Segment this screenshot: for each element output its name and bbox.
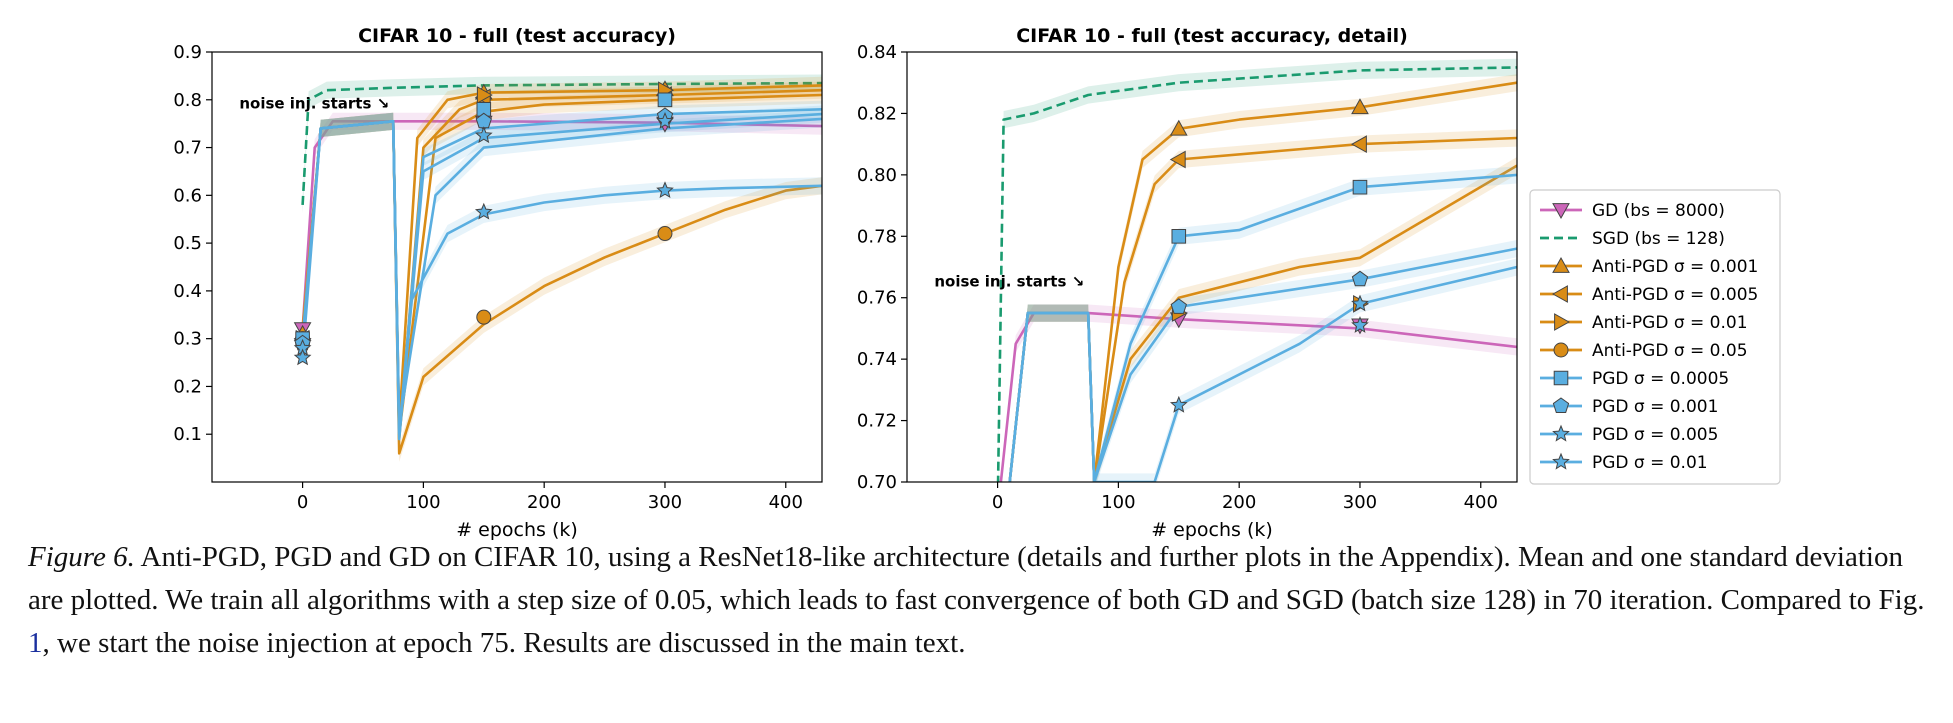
data-point-marker — [1352, 179, 1368, 195]
legend-label: GD (bs = 8000) — [1592, 201, 1725, 221]
data-point-marker — [1350, 135, 1367, 153]
data-point-marker — [1169, 395, 1188, 413]
y-tick-label: 0.6 — [173, 185, 202, 206]
y-tick-label: 0.2 — [173, 376, 202, 397]
series-line — [996, 66, 1517, 482]
series-band — [302, 112, 822, 462]
series-band — [1009, 166, 1517, 482]
caption-text-1: Anti-PGD, PGD and GD on CIFAR 10, using … — [28, 541, 1925, 616]
data-point-marker — [474, 126, 493, 144]
legend-label: Anti-PGD σ = 0.01 — [1592, 313, 1748, 333]
series-line — [301, 120, 822, 330]
legend-marker — [1552, 452, 1570, 470]
annotation-noise-injection: noise inj. starts ↘ — [239, 95, 389, 113]
data-point-marker — [476, 309, 492, 325]
axes-frame — [906, 51, 1518, 483]
y-tick-label: 0.72 — [857, 411, 897, 432]
x-tick-label: 300 — [1343, 492, 1377, 513]
legend-box — [1529, 189, 1781, 485]
legend-label: PGD σ = 0.01 — [1592, 453, 1708, 473]
x-tick-label: 400 — [1464, 492, 1498, 513]
series-line — [1008, 265, 1517, 482]
series-band — [997, 58, 1517, 482]
legend-marker — [1553, 342, 1569, 358]
x-tick-label: 200 — [1222, 492, 1256, 513]
data-point-marker — [1169, 119, 1188, 136]
x-tick-label: 0 — [297, 492, 308, 513]
data-point-marker — [1351, 316, 1369, 333]
legend-marker — [1553, 370, 1569, 386]
legend-marker — [1551, 285, 1568, 303]
series-line — [301, 120, 822, 436]
y-tick-label: 0.76 — [857, 288, 897, 309]
y-tick-label: 0.5 — [173, 233, 202, 254]
data-point-marker — [1351, 98, 1369, 115]
x-tick-label: 300 — [648, 492, 682, 513]
data-point-marker — [476, 102, 492, 117]
x-tick-label: 100 — [406, 492, 440, 513]
y-tick-label: 0.74 — [857, 349, 897, 370]
data-point-marker — [293, 348, 312, 366]
series-band — [1009, 240, 1517, 482]
annotation-noise-injection: noise inj. starts ↘ — [934, 272, 1084, 290]
legend-marker — [1554, 313, 1571, 331]
chart-title: CIFAR 10 - full (test accuracy, detail) — [1016, 25, 1408, 47]
x-axis-label: # epochs (k) — [456, 519, 578, 540]
series-band — [302, 86, 822, 443]
series-band — [1009, 157, 1517, 482]
y-tick-label: 0.70 — [857, 472, 897, 493]
legend-label: SGD (bs = 128) — [1592, 229, 1725, 249]
figure: 0 100 200 300 400 0.1 0.2 0.3 0.4 0.5 0.6 0.7 0.8 0.9… — [173, 25, 1781, 540]
series-line — [301, 120, 822, 455]
data-point-marker — [656, 111, 674, 129]
data-point-marker — [657, 92, 673, 108]
x-tick-label: 200 — [527, 492, 561, 513]
data-point-marker — [1170, 298, 1187, 314]
y-tick-label: 0.84 — [857, 42, 897, 63]
data-point-marker — [476, 86, 493, 104]
legend-label: PGD σ = 0.0005 — [1592, 369, 1729, 389]
legend-label: PGD σ = 0.005 — [1592, 425, 1718, 445]
caption-text-2: , we start the noise injection at epoch … — [42, 627, 966, 659]
x-tick-label: 400 — [769, 492, 803, 513]
data-point-marker — [656, 181, 674, 199]
y-tick-label: 0.80 — [857, 165, 897, 186]
legend-marker — [1552, 397, 1570, 413]
chart-title: CIFAR 10 - full (test accuracy) — [358, 25, 676, 47]
axes-frame — [211, 51, 823, 483]
y-tick-label: 0.9 — [173, 42, 202, 63]
series-band — [302, 112, 822, 443]
plot-area-1 — [301, 74, 822, 462]
series-band — [1009, 258, 1517, 482]
y-tick-label: 0.1 — [173, 424, 202, 445]
legend-label: Anti-PGD σ = 0.05 — [1592, 341, 1748, 361]
series-band — [302, 74, 822, 214]
series-band — [302, 81, 822, 448]
data-point-marker — [657, 226, 673, 242]
legend-label: Anti-PGD σ = 0.001 — [1592, 257, 1758, 277]
caption-label: Figure 6. — [28, 541, 135, 573]
legend-marker — [1552, 424, 1570, 442]
data-point-marker — [1171, 228, 1187, 244]
x-tick-label: 100 — [1101, 492, 1135, 513]
plot-area-2 — [996, 58, 1517, 482]
data-point-marker — [1169, 150, 1186, 169]
y-tick-label: 0.7 — [173, 138, 202, 159]
y-tick-label: 0.3 — [173, 329, 202, 350]
x-axis-label: # epochs (k) — [1151, 519, 1273, 540]
y-tick-label: 0.4 — [173, 281, 202, 302]
legend-label: PGD σ = 0.001 — [1592, 397, 1718, 417]
y-tick-label: 0.82 — [857, 103, 897, 124]
legend-marker — [1552, 256, 1570, 273]
data-point-marker — [1351, 294, 1369, 312]
y-tick-label: 0.78 — [857, 226, 897, 247]
legend-marker — [1552, 203, 1570, 220]
y-tick-label: 0.8 — [173, 90, 202, 111]
data-point-marker — [474, 202, 493, 220]
figure-caption: Figure 6. Anti-PGD, PGD and GD on CIFAR … — [28, 536, 1928, 665]
data-point-marker — [1351, 270, 1369, 287]
legend-label: Anti-PGD σ = 0.005 — [1592, 285, 1758, 305]
x-tick-label: 0 — [992, 492, 1003, 513]
caption-figure-ref[interactable]: 1 — [28, 627, 43, 659]
